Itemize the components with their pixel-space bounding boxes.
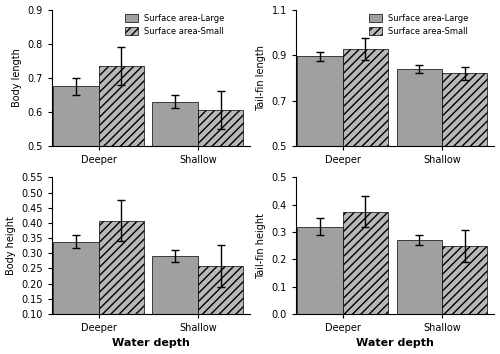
Y-axis label: Tail-fin length: Tail-fin length: [256, 45, 266, 111]
Y-axis label: Body height: Body height: [6, 216, 16, 275]
Bar: [396, 69, 442, 260]
Bar: [98, 221, 144, 344]
Bar: [396, 240, 442, 314]
Legend: Surface area-Large, Surface area-Small: Surface area-Large, Surface area-Small: [369, 14, 469, 36]
Legend: Surface area-Large, Surface area-Small: Surface area-Large, Surface area-Small: [125, 14, 224, 36]
Bar: [53, 86, 98, 316]
Bar: [298, 227, 343, 314]
Y-axis label: Body length: Body length: [12, 48, 22, 107]
Bar: [198, 266, 244, 344]
X-axis label: Water depth: Water depth: [112, 338, 190, 348]
Bar: [198, 110, 244, 316]
Bar: [342, 211, 388, 314]
Bar: [152, 102, 198, 316]
Bar: [298, 56, 343, 260]
Bar: [442, 73, 488, 260]
Y-axis label: Tail-fin height: Tail-fin height: [256, 213, 266, 279]
Bar: [98, 66, 144, 316]
Bar: [152, 256, 198, 344]
Bar: [442, 246, 488, 314]
X-axis label: Water depth: Water depth: [356, 338, 434, 348]
Bar: [342, 49, 388, 260]
Bar: [53, 242, 98, 344]
